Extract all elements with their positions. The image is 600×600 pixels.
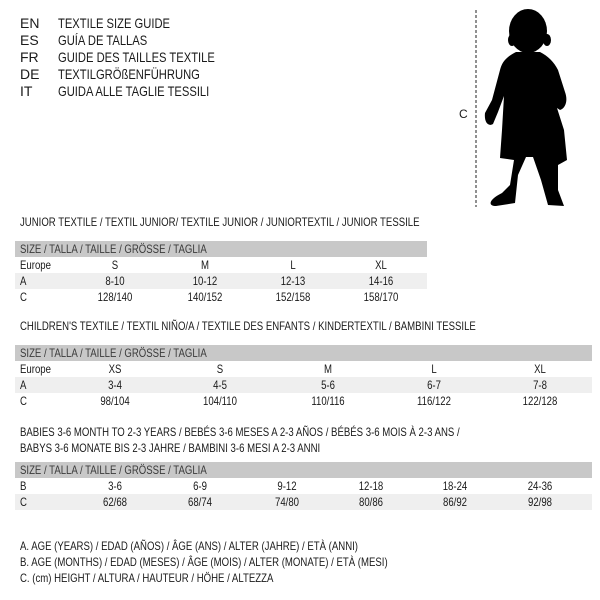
babies-size-table: SIZE / TALLA / TAILLE / GRÖSSE / TAGLIA B… (15, 462, 592, 510)
table-cell: 7-8 (533, 378, 547, 392)
table-cell: 6-7 (427, 378, 441, 392)
size-header-row: SIZE / TALLA / TAILLE / GRÖSSE / TAGLIA (15, 462, 592, 478)
babies-table-title-line2: BABYS 3-6 MONATE BIS 2-3 JAHRE / BAMBINI… (20, 441, 321, 455)
row-label: Europe (20, 258, 51, 272)
table-cell: 110/116 (311, 394, 345, 408)
table-cell: XL (375, 258, 387, 272)
table-row: C 128/140 140/152 152/158 158/170 (15, 289, 427, 305)
table-cell: 10-12 (192, 274, 218, 288)
table-cell: 128/140 (97, 290, 133, 304)
legend-c: C. (cm) HEIGHT / ALTURA / HAUTEUR / HÖHE… (20, 571, 274, 585)
row-label: C (20, 394, 27, 408)
lang-code-fr: FR (20, 49, 39, 65)
table-cell: 116/122 (417, 394, 451, 408)
legend-a: A. AGE (YEARS) / EDAD (AÑOS) / ÂGE (ANS)… (20, 539, 359, 553)
lang-title-es: GUÍA DE TALLAS (58, 32, 148, 48)
table-cell: 122/128 (522, 394, 558, 408)
table-row: B 3-6 6-9 9-12 12-18 18-24 24-36 (15, 478, 592, 494)
table-cell: L (431, 362, 437, 376)
lang-title-fr: GUIDE DES TAILLES TEXTILE (58, 49, 215, 65)
table-cell: 86/92 (442, 495, 468, 509)
row-label: B (20, 479, 27, 493)
table-cell: 80/86 (358, 495, 384, 509)
table-cell: 12-13 (280, 274, 306, 288)
table-row: C 62/68 68/74 74/80 80/86 86/92 92/98 (15, 494, 592, 510)
size-header-row: SIZE / TALLA / TAILLE / GRÖSSE / TAGLIA (15, 345, 592, 361)
table-cell: 62/68 (102, 495, 128, 509)
table-row: A 3-4 4-5 5-6 6-7 7-8 (15, 377, 592, 393)
table-cell: 98/104 (100, 394, 130, 408)
row-label: A (20, 274, 27, 288)
table-cell: 68/74 (187, 495, 213, 509)
baby-silhouette-icon (475, 9, 567, 207)
height-measure-label: C (459, 107, 468, 121)
size-header-label: SIZE / TALLA / TAILLE / GRÖSSE / TAGLIA (20, 463, 207, 477)
table-cell: L (290, 258, 296, 272)
babies-table-title: BABIES 3-6 MONTH TO 2-3 YEARS / BEBÉS 3-… (20, 425, 460, 439)
table-cell: 3-6 (108, 479, 122, 493)
lang-title-de: TEXTILGRÖßENFÜHRUNG (58, 66, 200, 82)
table-cell: 158/170 (363, 290, 399, 304)
lang-code-de: DE (20, 66, 40, 82)
row-label: A (20, 378, 27, 392)
table-cell: 104/110 (203, 394, 237, 408)
table-cell: 152/158 (275, 290, 311, 304)
lang-title-it: GUIDA ALLE TAGLIE TESSILI (58, 83, 210, 99)
legend-b: B. AGE (MONTHS) / EDAD (MESES) / ÂGE (MO… (20, 555, 388, 569)
junior-table-title: JUNIOR TEXTILE / TEXTIL JUNIOR/ TEXTILE … (20, 215, 420, 229)
table-cell: S (111, 258, 119, 272)
row-label: Europe (20, 362, 51, 376)
table-row: Europe XS S M L XL (15, 361, 592, 377)
size-header-row: SIZE / TALLA / TAILLE / GRÖSSE / TAGLIA (15, 241, 427, 257)
table-cell: 12-18 (358, 479, 384, 493)
table-cell: M (324, 362, 332, 376)
table-cell: 6-9 (193, 479, 207, 493)
table-cell: 14-16 (368, 274, 394, 288)
table-cell: M (201, 258, 209, 272)
table-row: A 8-10 10-12 12-13 14-16 (15, 273, 427, 289)
size-header-label: SIZE / TALLA / TAILLE / GRÖSSE / TAGLIA (20, 242, 207, 256)
table-cell: S (216, 362, 224, 376)
lang-code-es: ES (20, 32, 39, 48)
row-label: C (20, 495, 27, 509)
table-cell: 92/98 (527, 495, 553, 509)
table-row: C 98/104 104/110 110/116 116/122 122/128 (15, 393, 592, 409)
table-cell: 74/80 (274, 495, 300, 509)
table-cell: 8-10 (105, 274, 125, 288)
table-cell: XL (534, 362, 546, 376)
table-cell: 140/152 (187, 290, 223, 304)
junior-size-table: SIZE / TALLA / TAILLE / GRÖSSE / TAGLIA E… (15, 241, 427, 305)
table-cell: XS (108, 362, 122, 376)
lang-code-it: IT (20, 83, 33, 99)
lang-code-en: EN (20, 15, 40, 31)
children-table-title: CHILDREN'S TEXTILE / TEXTIL NIÑO/A / TEX… (20, 319, 476, 333)
table-cell: 24-36 (527, 479, 553, 493)
table-cell: 4-5 (213, 378, 227, 392)
children-size-table: SIZE / TALLA / TAILLE / GRÖSSE / TAGLIA E… (15, 345, 592, 409)
table-cell: 3-4 (108, 378, 122, 392)
row-label: C (20, 290, 27, 304)
size-header-label: SIZE / TALLA / TAILLE / GRÖSSE / TAGLIA (20, 346, 207, 360)
table-cell: 18-24 (442, 479, 468, 493)
table-row: Europe S M L XL (15, 257, 427, 273)
table-cell: 9-12 (277, 479, 297, 493)
lang-title-en: TEXTILE SIZE GUIDE (58, 15, 171, 31)
table-cell: 5-6 (321, 378, 335, 392)
